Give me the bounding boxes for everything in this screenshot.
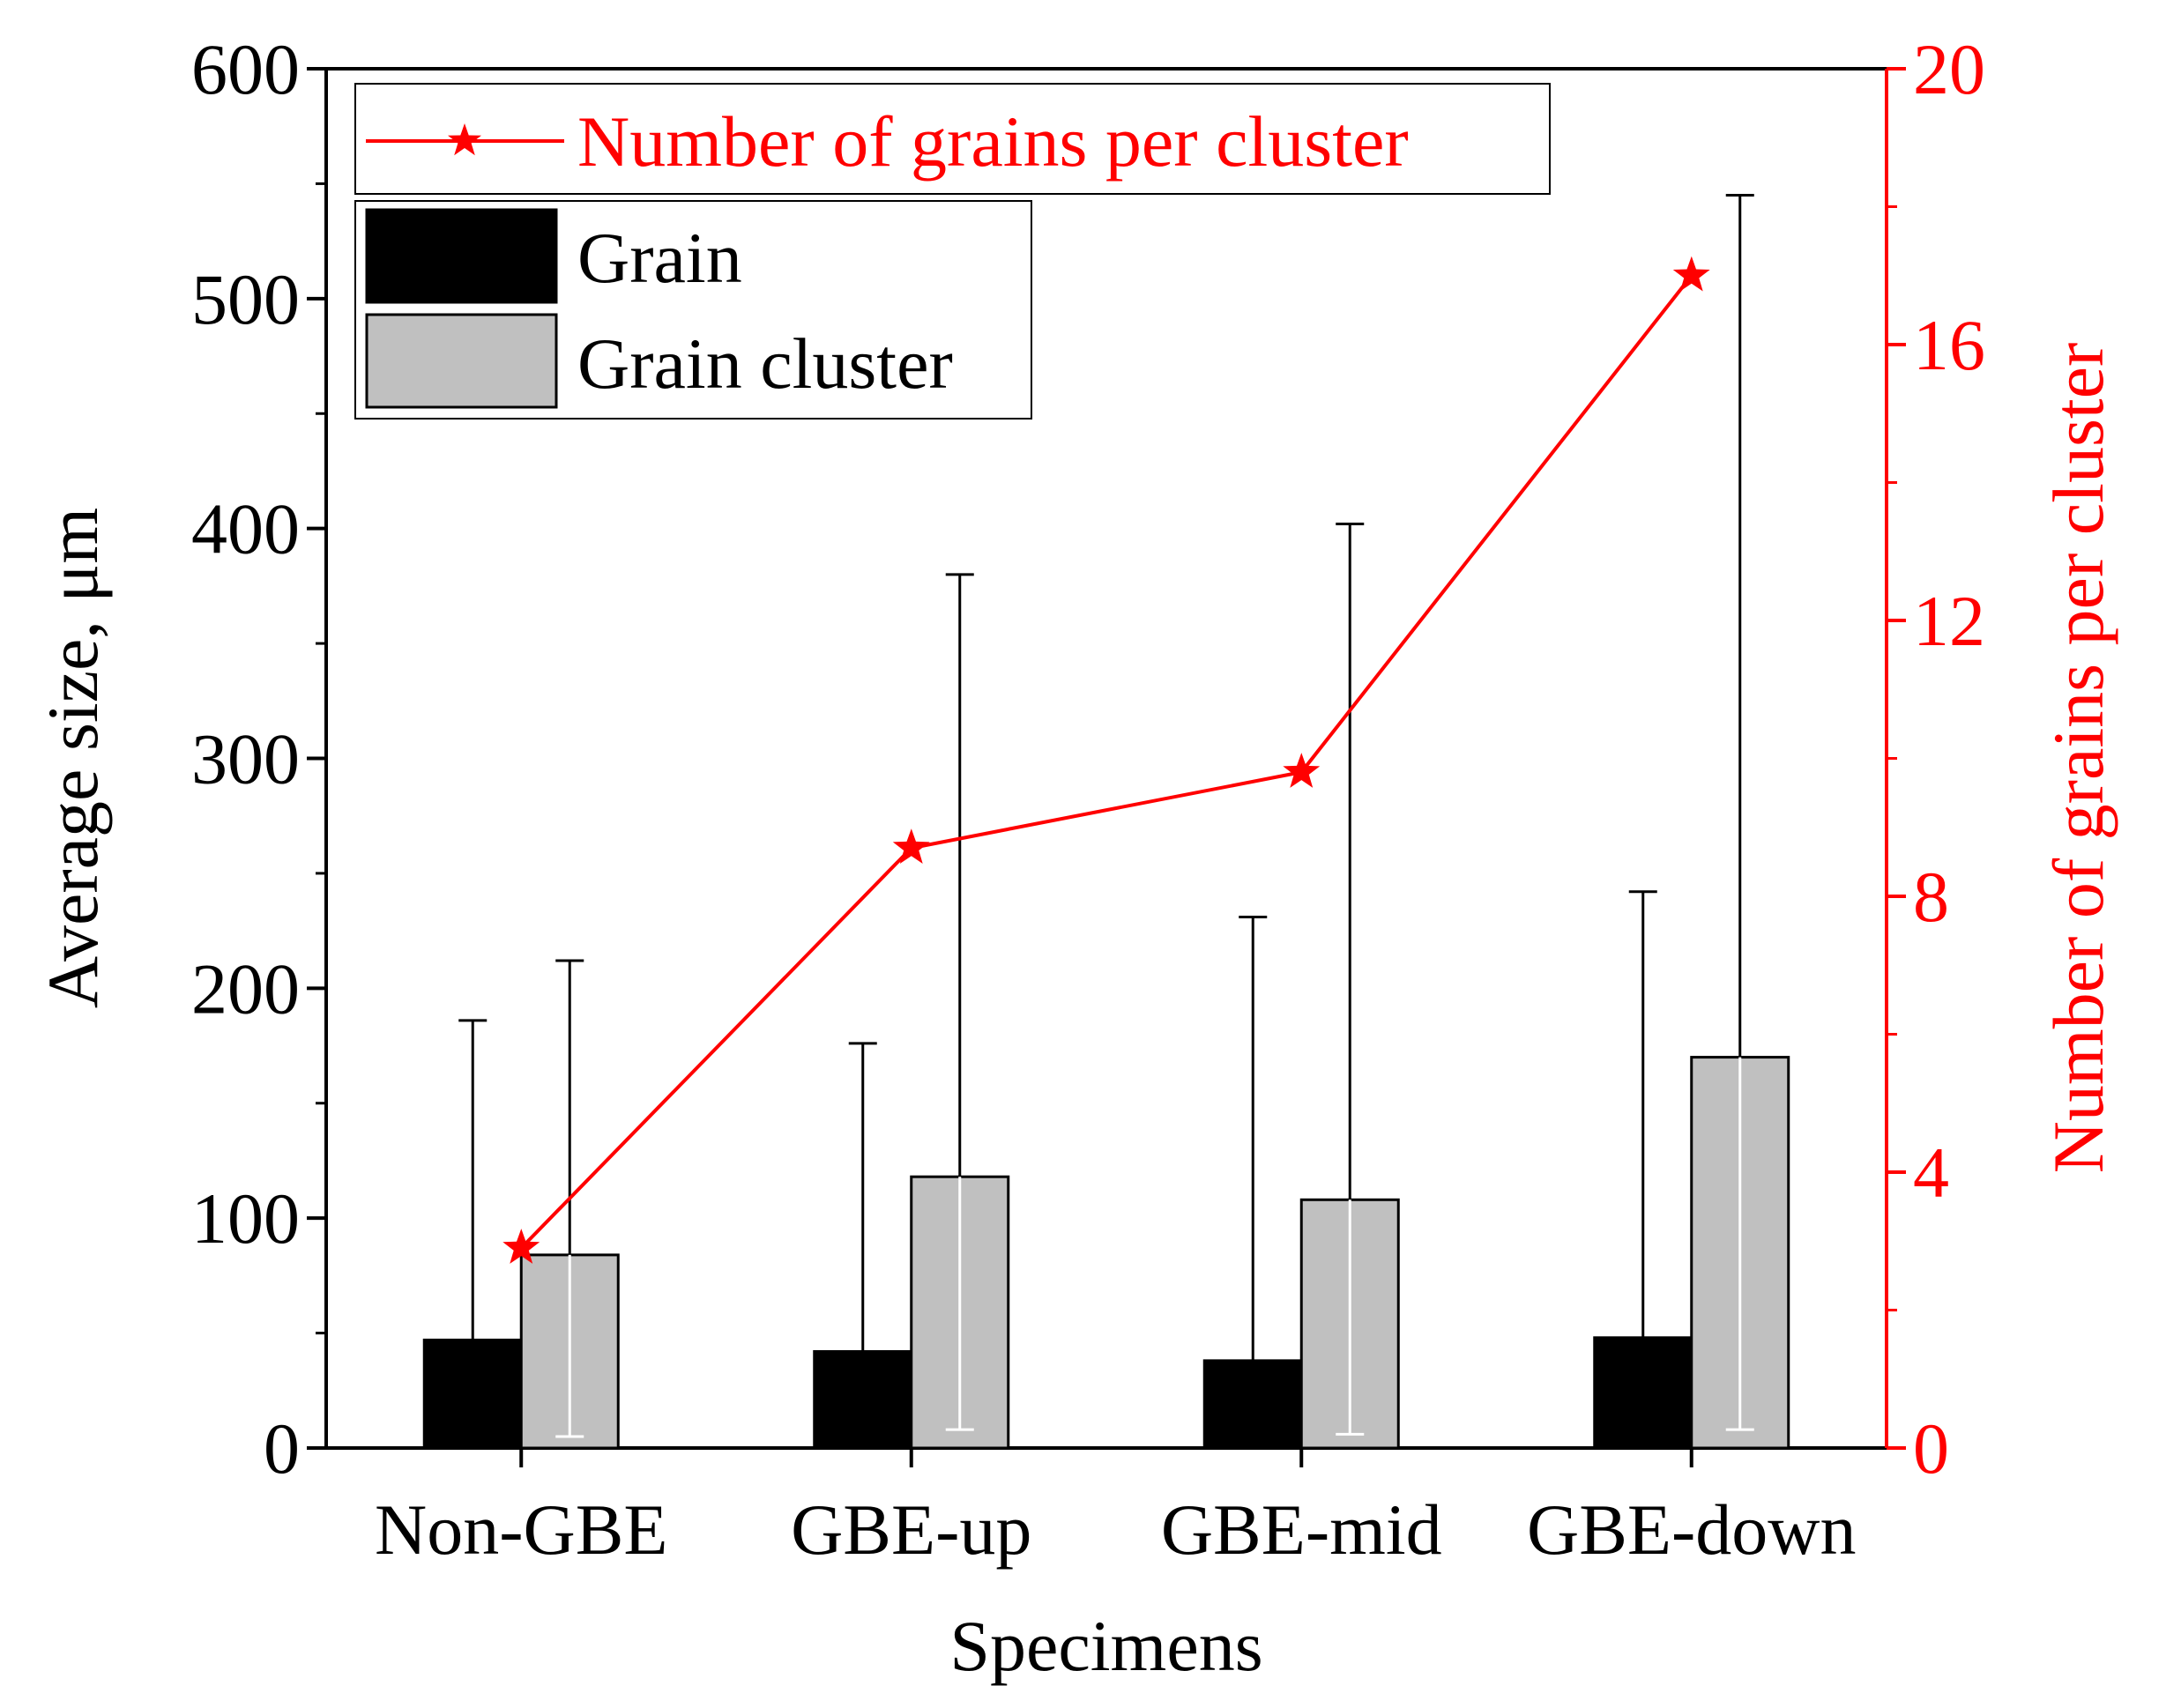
x-axis-label: Specimens [949,1606,1262,1686]
line-series [502,256,1710,1264]
left-y-tick-label: 500 [191,259,300,339]
error-bars [458,193,1754,1438]
left-y-tick-label: 100 [191,1178,300,1259]
right-y-tick-label: 12 [1913,581,1985,661]
left-y-ticks: 0 100 200 300 400 500 600 [191,29,326,1489]
right-y-tick-label: 0 [1913,1408,1949,1489]
star-marker [1283,753,1321,788]
legend-swatch-grain-cluster [365,313,558,409]
right-y-tick-label: 4 [1913,1132,1949,1213]
x-tick-label: GBE-down [1527,1489,1857,1570]
left-y-tick-label: 600 [191,29,300,109]
left-y-tick-label: 400 [191,489,300,569]
left-y-tick-label: 200 [191,948,300,1029]
line-number-of-grains [519,274,1693,1250]
right-y-tick-label: 8 [1913,857,1949,937]
x-tick-label: Non-GBE [375,1489,668,1570]
right-y-tick-label: 20 [1913,29,1985,109]
legend-line-box: Number of grains per cluster [354,83,1551,195]
x-ticks: Non-GBE GBE-up GBE-mid GBE-down [375,1448,1857,1570]
right-y-tick-label: 16 [1913,305,1985,385]
right-y-ticks: 0 4 8 12 16 20 [1887,29,1985,1489]
legend-star-marker [448,123,481,156]
right-y-axis-label: Number of grains per cluster [2038,343,2118,1174]
legend-line-label: Number of grains per cluster [577,101,1409,182]
legend-label-grain: Grain [577,218,742,298]
legend-swatch-grain [365,208,558,304]
star-marker [892,828,930,864]
left-y-tick-label: 300 [191,719,300,799]
star-marker [1672,256,1710,292]
legend-bar-box: Grain Grain cluster [354,200,1032,420]
left-y-tick-label: 0 [264,1408,300,1489]
x-tick-label: GBE-up [791,1489,1031,1570]
left-y-axis-label: Average size, μm [33,508,113,1008]
x-tick-label: GBE-mid [1161,1489,1442,1570]
star-marker [502,1229,540,1264]
legend-label-grain-cluster: Grain cluster [577,323,953,404]
